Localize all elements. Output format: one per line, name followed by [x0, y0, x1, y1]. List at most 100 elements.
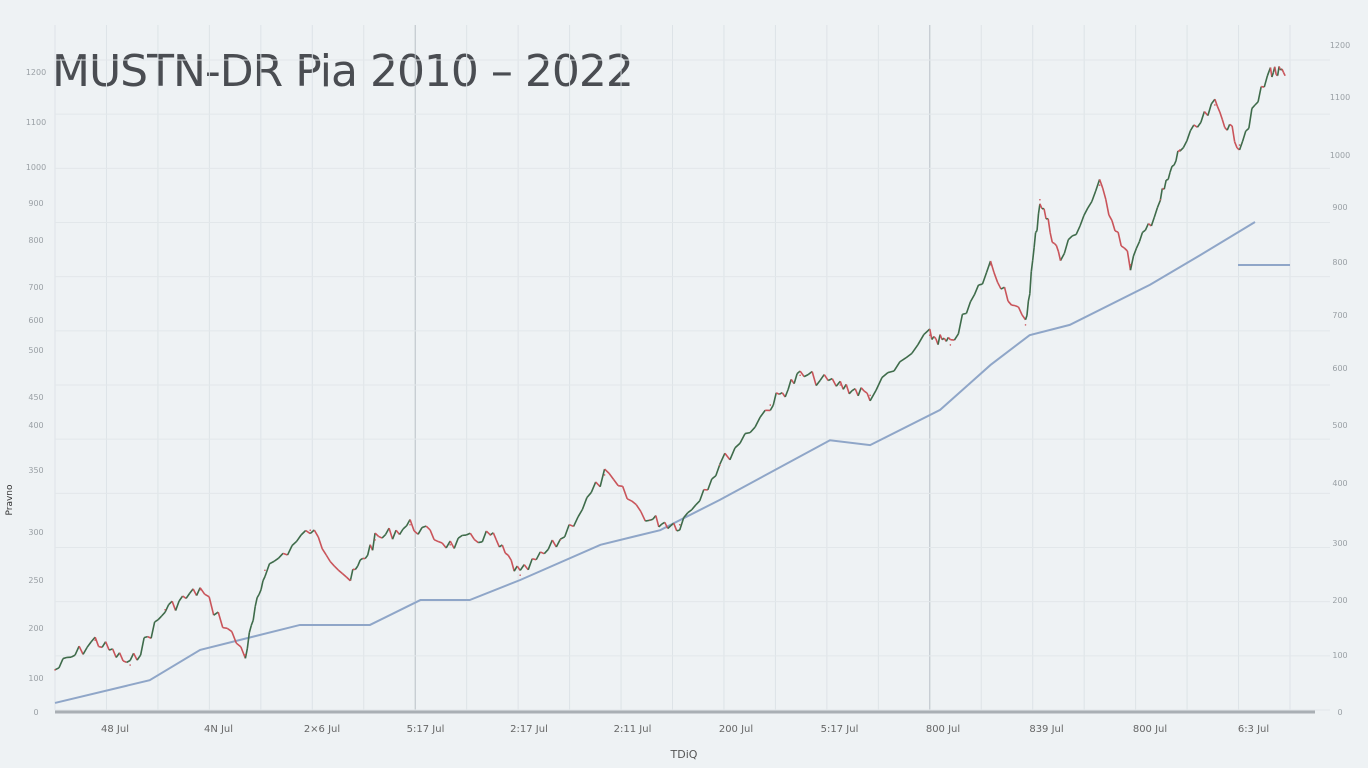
x-axis-label: TDiQ	[670, 748, 698, 761]
price-point	[409, 523, 411, 526]
price-segment	[1200, 111, 1206, 123]
price-segment	[359, 557, 364, 561]
price-point	[769, 404, 772, 406]
y-tick-label-right: 600	[1332, 364, 1347, 373]
price-segment	[192, 588, 198, 596]
price-segment	[354, 565, 359, 570]
price-segment	[70, 654, 76, 658]
x-tick-label: 5:17 Jul	[821, 724, 859, 735]
price-segment	[329, 561, 335, 567]
price-segment	[711, 475, 717, 480]
price-segment	[252, 606, 256, 621]
price-segment	[866, 392, 871, 402]
price-segment	[655, 515, 660, 528]
price-segment	[547, 539, 554, 550]
price-point	[928, 334, 931, 336]
price-segment	[433, 538, 439, 543]
price-segment	[1098, 179, 1104, 189]
price-segment	[667, 525, 672, 530]
price-segment	[996, 281, 1002, 290]
price-point	[164, 608, 166, 611]
price-segment	[1132, 247, 1138, 257]
price-segment	[658, 523, 663, 528]
price-segment	[478, 541, 483, 544]
price-segment	[54, 667, 60, 671]
price-segment	[635, 504, 642, 512]
price-segment	[295, 534, 302, 542]
price-segment	[115, 652, 121, 658]
price-segment	[978, 283, 983, 286]
price-segment	[857, 387, 862, 397]
price-segment	[1179, 147, 1184, 152]
price-segment	[195, 587, 201, 596]
price-segment	[819, 374, 825, 381]
price-segment	[527, 558, 533, 571]
moving-average-line	[54, 221, 1256, 704]
price-segment	[429, 529, 435, 540]
price-segment	[775, 392, 780, 395]
y-tick-label-left: 700	[28, 283, 43, 292]
price-segment	[1153, 207, 1159, 218]
price-segment	[1196, 121, 1202, 128]
price-segment	[204, 593, 210, 598]
price-segment	[640, 511, 647, 522]
price-segment	[687, 509, 693, 514]
price-segment	[388, 527, 394, 540]
price-segment	[965, 301, 972, 314]
price-segment	[481, 530, 488, 543]
price-segment	[1011, 304, 1016, 307]
price-segment	[174, 600, 180, 611]
price-segment	[317, 536, 324, 550]
price-segment	[1210, 98, 1216, 105]
price-segment	[993, 272, 999, 283]
price-segment	[881, 371, 889, 379]
price-segment	[513, 565, 518, 572]
price-segment	[417, 527, 423, 535]
y-tick-label-left: 900	[28, 199, 43, 208]
price-segment	[957, 314, 964, 334]
price-point	[1179, 149, 1181, 151]
price-segment	[962, 312, 967, 316]
price-segment	[1117, 232, 1122, 247]
price-segment	[1273, 66, 1277, 75]
price-point	[489, 534, 492, 536]
price-segment	[799, 370, 805, 378]
price-segment	[108, 648, 113, 651]
y-tick-label-right: 700	[1332, 311, 1347, 320]
price-segment	[98, 645, 103, 649]
price-segment	[1167, 171, 1171, 180]
price-segment	[1033, 232, 1037, 248]
price-segment	[473, 538, 479, 544]
price-segment	[1067, 235, 1073, 241]
price-point	[199, 588, 201, 591]
price-segment	[568, 523, 574, 528]
price-point	[519, 574, 521, 576]
price-point	[264, 569, 266, 572]
price-segment	[899, 357, 907, 363]
price-segment	[618, 484, 623, 488]
price-point	[244, 653, 247, 656]
price-segment	[1238, 140, 1244, 151]
price-segment	[501, 544, 507, 554]
price-segment	[413, 530, 419, 535]
price-segment	[300, 529, 307, 536]
price-segment	[1229, 123, 1233, 127]
price-point	[1129, 263, 1132, 266]
price-segment	[754, 416, 761, 428]
x-tick-label: 4N Jul	[204, 724, 233, 735]
price-segment	[1135, 241, 1141, 249]
price-segment	[793, 373, 798, 384]
price-segment	[244, 648, 249, 659]
price-point	[349, 579, 352, 581]
price-segment	[604, 468, 610, 474]
price-segment	[425, 525, 431, 531]
y-tick-label-left: 1000	[26, 163, 46, 172]
price-point	[1024, 324, 1027, 326]
price-segment	[539, 551, 545, 555]
price-segment	[581, 497, 588, 510]
price-point	[1238, 144, 1241, 146]
price-segment	[1231, 125, 1236, 142]
price-segment	[664, 521, 669, 529]
price-segment	[887, 370, 895, 374]
price-segment	[1091, 190, 1097, 202]
